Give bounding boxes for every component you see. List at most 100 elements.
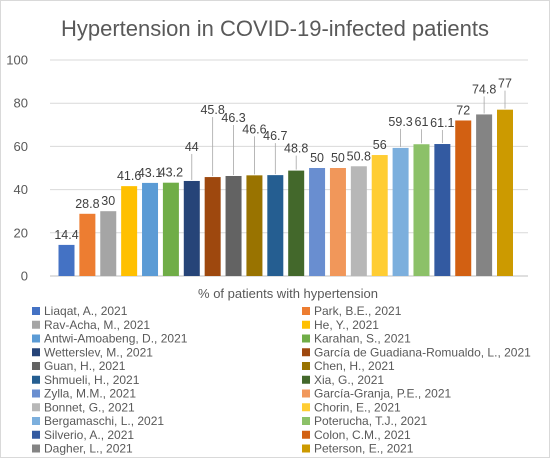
data-label: 46.3	[221, 111, 245, 125]
bar	[309, 168, 326, 276]
bar	[183, 180, 200, 276]
data-label: 46.7	[263, 129, 287, 143]
data-label: 56	[373, 138, 387, 152]
legend-swatch	[32, 389, 40, 398]
data-label: 14.4	[54, 228, 78, 242]
legend-item: Shmueli, H., 2021	[32, 373, 140, 387]
data-label: 43.2	[159, 166, 183, 180]
y-tick-label: 20	[14, 225, 28, 240]
legend-label: Rav-Acha, M., 2021	[44, 318, 150, 332]
legend-item: Poterucha, T.J., 2021	[302, 414, 428, 428]
legend-swatch	[302, 403, 310, 412]
legend-item: Xia, G., 2021	[302, 373, 384, 387]
bar	[204, 177, 221, 276]
legend-label: Colon, C.M., 2021	[314, 428, 411, 442]
bar	[434, 144, 451, 276]
legend-label: He, Y., 2021	[314, 318, 379, 332]
data-label: 30	[101, 194, 115, 208]
legend-label: Dagher, L., 2021	[44, 442, 133, 456]
legend-item: Rav-Acha, M., 2021	[32, 318, 150, 332]
legend-item: Guan, H., 2021	[32, 359, 126, 373]
legend-label: Chorin, E., 2021	[314, 400, 401, 414]
bar	[413, 144, 430, 276]
legend-label: Poterucha, T.J., 2021	[314, 414, 428, 428]
data-label: 50.8	[347, 149, 371, 163]
legend-label: García-Granja, P.E., 2021	[314, 387, 452, 401]
legend-swatch	[302, 417, 310, 425]
data-label: 48.8	[284, 142, 308, 156]
bar	[288, 170, 305, 276]
legend-label: García de Guadiana-Romualdo, L., 2021	[314, 345, 531, 359]
legend-swatch	[32, 403, 40, 412]
bar	[267, 175, 284, 276]
data-label: 59.3	[388, 115, 412, 129]
legend-item: Liaqat, A., 2021	[32, 304, 128, 318]
legend-swatch	[302, 389, 310, 398]
y-tick-label: 80	[14, 96, 28, 111]
bar	[121, 186, 138, 276]
data-label: 45.8	[200, 103, 224, 117]
bar	[58, 244, 75, 276]
legend-item: Bonnet, G., 2021	[32, 400, 135, 414]
legend-swatch	[32, 334, 40, 343]
bar	[329, 168, 346, 276]
legend-item: García-Granja, P.E., 2021	[302, 387, 452, 401]
bar	[392, 147, 409, 276]
legend-item: Wetterslev, M., 2021	[32, 345, 153, 359]
legend-item: Dagher, L., 2021	[32, 442, 133, 456]
data-label: 77	[498, 77, 512, 91]
bar	[371, 155, 388, 276]
legend-label: Bergamaschi, L., 2021	[44, 414, 164, 428]
bar	[79, 213, 96, 276]
data-label: 72	[456, 103, 470, 117]
bar	[455, 120, 472, 276]
legend-label: Wetterslev, M., 2021	[44, 345, 153, 359]
bars-layer	[58, 109, 513, 277]
legend-label: Park, B.E., 2021	[314, 304, 402, 318]
legend-swatch	[32, 444, 40, 453]
chart-title: Hypertension in COVID-19-infected patien…	[61, 16, 489, 41]
data-label: 43.1	[138, 166, 162, 180]
legend-swatch	[302, 444, 310, 453]
bar	[350, 166, 367, 276]
legend-label: Zylla, M.M., 2021	[44, 387, 136, 401]
bar	[162, 182, 179, 276]
legend-item: Karahan, S., 2021	[302, 332, 411, 346]
legend: Liaqat, A., 2021 Park, B.E., 2021 Rav-Acha…	[32, 304, 531, 456]
data-label: 50	[310, 151, 324, 165]
x-axis-label: % of patients with hypertension	[198, 286, 378, 301]
legend-swatch	[302, 307, 310, 315]
bar	[497, 109, 513, 277]
legend-swatch	[302, 320, 310, 329]
bar	[225, 175, 242, 276]
legend-swatch	[32, 348, 40, 357]
legend-label: Xia, G., 2021	[314, 373, 384, 387]
legend-label: Guan, H., 2021	[44, 359, 126, 373]
y-tick-label: 0	[21, 269, 28, 284]
legend-swatch	[32, 375, 40, 384]
legend-swatch	[32, 307, 40, 315]
legend-swatch	[32, 430, 40, 439]
y-tick-label: 40	[14, 182, 28, 197]
legend-swatch	[32, 320, 40, 329]
legend-item: He, Y., 2021	[302, 318, 379, 332]
data-label: 74.8	[472, 82, 496, 96]
data-label: 41.6	[117, 169, 141, 183]
y-tick-label: 60	[14, 139, 28, 154]
legend-item: Park, B.E., 2021	[302, 304, 402, 318]
bar	[246, 175, 263, 276]
data-label: 28.8	[75, 197, 99, 211]
bar	[100, 211, 117, 276]
data-label: 61	[415, 115, 429, 129]
legend-item: Colon, C.M., 2021	[302, 428, 411, 442]
legend-item: Silverio, A., 2021	[32, 428, 134, 442]
legend-item: Chen, H., 2021	[302, 359, 395, 373]
data-label: 61.1	[430, 116, 454, 130]
bar	[476, 114, 493, 276]
legend-label: Peterson, E., 2021	[314, 442, 414, 456]
legend-item: Chorin, E., 2021	[302, 400, 401, 414]
legend-swatch	[302, 334, 310, 343]
legend-item: Bergamaschi, L., 2021	[32, 414, 164, 428]
legend-item: Peterson, E., 2021	[302, 442, 414, 456]
